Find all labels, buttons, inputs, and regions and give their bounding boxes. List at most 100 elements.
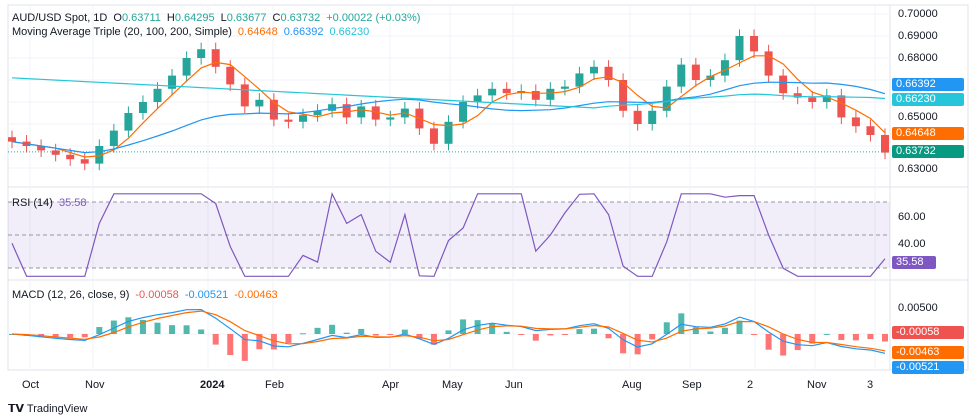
candle [37, 146, 46, 151]
ma200-price-tag: 0.66230 [892, 93, 964, 106]
rsi-legend: RSI (14) 35.58 [12, 197, 93, 209]
macd-histogram-bar [649, 334, 656, 340]
rsi-value: 35.58 [58, 197, 87, 209]
x-tick: Apr [382, 379, 400, 391]
ma20-price-tag: 0.64648 [892, 127, 964, 140]
candle [211, 49, 220, 67]
candle [706, 75, 715, 80]
macd-line-tag: -0.00521 [892, 361, 964, 374]
candle [444, 121, 453, 144]
candle [459, 102, 468, 122]
macd-histogram-bar [139, 319, 146, 334]
macd-histogram-bar [707, 331, 714, 334]
macd-histogram-bar [387, 334, 394, 335]
macd-hist-tag: -0.00058 [892, 326, 964, 339]
symbol-label: AUD/USD Spot, 1D [12, 12, 108, 24]
candle [546, 88, 555, 100]
candle [124, 113, 133, 131]
macd-histogram-bar [663, 322, 670, 334]
macd-histogram-bar [256, 334, 263, 350]
macd-histogram-bar [314, 327, 321, 334]
change-value: +0.00022 (+0.03%) [326, 12, 421, 24]
x-tick: 3 [867, 379, 874, 391]
macd-histogram-bar [882, 334, 888, 342]
macd-line-value: -0.00521 [184, 289, 229, 301]
macd-histogram-bar [780, 334, 787, 356]
macd-y-tick: 0.00500 [898, 302, 938, 314]
y-tick: 0.65000 [898, 111, 938, 123]
tradingview-logo[interactable]: 𝗧𝗩 TradingView [8, 403, 88, 415]
y-tick: 0.63000 [898, 163, 938, 175]
candle [502, 88, 511, 94]
candle [51, 150, 60, 155]
low-label: L [220, 12, 227, 24]
low-value: 0.63677 [226, 12, 267, 24]
macd-histogram-bar [445, 330, 452, 334]
candle [648, 110, 657, 124]
candle [299, 115, 307, 122]
macd-line [11, 308, 886, 354]
macd-histogram-bar [96, 327, 103, 334]
macd-histogram-bar [52, 334, 59, 338]
macd-label: MACD (12, 26, close, 9) [12, 289, 130, 301]
macd-signal-line [11, 310, 886, 352]
candle [720, 60, 729, 76]
rsi-y-tick: 60.00 [898, 211, 926, 223]
candle [138, 102, 147, 113]
macd-histogram-bar [489, 323, 496, 334]
macd-hist-value: -0.00058 [135, 289, 179, 301]
macd-histogram-bar [605, 334, 612, 339]
ma20-line [11, 55, 886, 158]
candle [750, 36, 759, 52]
ma-legend: Moving Average Triple (20, 100, 200, Sim… [12, 26, 375, 38]
candle [182, 58, 191, 76]
candle [851, 117, 860, 127]
candle [80, 159, 89, 164]
candle [531, 91, 540, 100]
macd-histogram-bar [591, 328, 597, 334]
candle [575, 73, 584, 87]
macd-histogram-bar [81, 334, 88, 338]
macd-histogram-bar [67, 334, 74, 338]
y-tick: 0.69000 [898, 30, 938, 42]
candle [255, 99, 264, 107]
candle [371, 106, 380, 120]
candle [269, 99, 278, 120]
candle [429, 128, 438, 144]
macd-histogram-bar [692, 327, 699, 334]
macd-histogram-bar [823, 333, 830, 335]
x-tick: Feb [265, 379, 284, 391]
macd-histogram-bar [183, 325, 190, 334]
candle [153, 88, 162, 102]
candle [357, 106, 366, 118]
ma100-price-tag: 0.66392 [892, 78, 964, 91]
candle [662, 86, 671, 111]
rsi-y-tick: 40.00 [898, 238, 926, 250]
candle [342, 104, 351, 118]
candle [66, 154, 75, 160]
macd-histogram-bar [401, 329, 408, 334]
macd-histogram-bar [125, 317, 132, 334]
candle [604, 66, 613, 80]
x-tick: Nov [807, 379, 827, 391]
candle [386, 117, 395, 120]
macd-histogram-bar [518, 334, 525, 335]
macd-histogram-bar [852, 334, 859, 341]
x-tick: Nov [85, 379, 105, 391]
macd-histogram-bar [765, 334, 772, 350]
candle [240, 84, 249, 107]
macd-histogram-bar [532, 334, 539, 341]
price-legend: AUD/USD Spot, 1D O0.63711 H0.64295 L0.63677… [12, 12, 426, 24]
macd-histogram-bar [416, 334, 423, 339]
ma100-line [11, 81, 886, 154]
macd-histogram-bar [561, 334, 568, 335]
x-tick: Jun [505, 379, 523, 391]
macd-histogram-bar [634, 334, 641, 355]
candle [488, 88, 497, 96]
x-tick: Oct [22, 379, 40, 391]
ma-label: Moving Average Triple (20, 100, 200, Sim… [12, 26, 232, 38]
macd-histogram-bar [212, 334, 219, 345]
x-tick: Sep [682, 379, 702, 391]
